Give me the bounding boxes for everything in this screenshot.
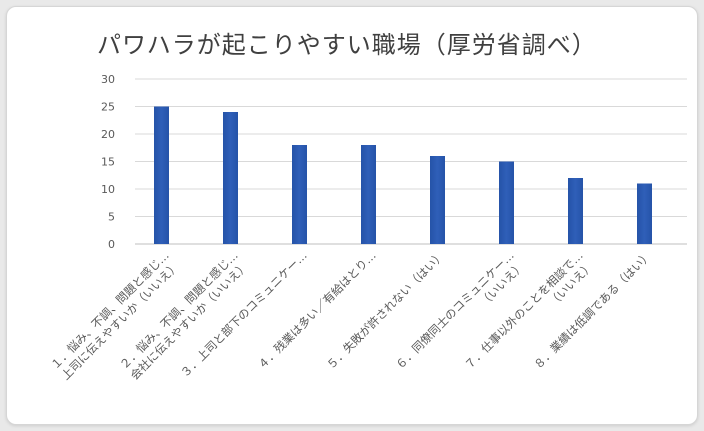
bar [154,106,169,244]
chart-card: パワハラが起こりやすい職場（厚労省調べ） 0 5 10 15 20 25 30 １．悩み、不調… [6,6,698,425]
bar [499,161,514,244]
bar [292,145,307,244]
y-tick-label: 5 [108,211,115,224]
y-tick-label: 20 [101,128,115,141]
y-tick-label: 30 [101,73,115,86]
x-tick-label-line: ５．失敗が許されない（はい） [324,248,448,372]
y-tick-label: 25 [101,101,115,114]
x-tick-label: ５．失敗が許されない（はい） [324,248,448,372]
bar-chart: 0 5 10 15 20 25 30 １．悩み、不調、問題と感じ…上司に伝えやすいか（いいえ）… [48,73,687,383]
bar [223,112,238,244]
y-tick-label: 15 [101,156,115,169]
x-tick-label: ２．悩み、不調、問題と感じ…会社に伝えやすいか（いいえ） [117,248,251,382]
chart-title: パワハラが起こりやすい職場（厚労省調べ） [97,31,597,59]
bar [568,178,583,244]
x-tick-label: ４．残業は多い／有給はとり… [255,248,379,372]
bar [637,183,652,244]
y-tick-label: 0 [108,238,115,251]
bar [361,145,376,244]
x-tick-label: １．悩み、不調、問題と感じ…上司に伝えやすいか（いいえ） [48,248,182,382]
x-tick-label: ７．仕事以外のことを相談で…（いいえ） [462,248,596,372]
x-tick-label-line: ６．同僚同士のコミュニケー… [393,248,517,372]
x-tick-label-line: ４．残業は多い／有給はとり… [255,248,379,372]
y-tick-label: 10 [101,183,115,196]
x-tick-label: ６．同僚同士のコミュニケー…（いいえ） [393,248,527,372]
bar [430,156,445,244]
